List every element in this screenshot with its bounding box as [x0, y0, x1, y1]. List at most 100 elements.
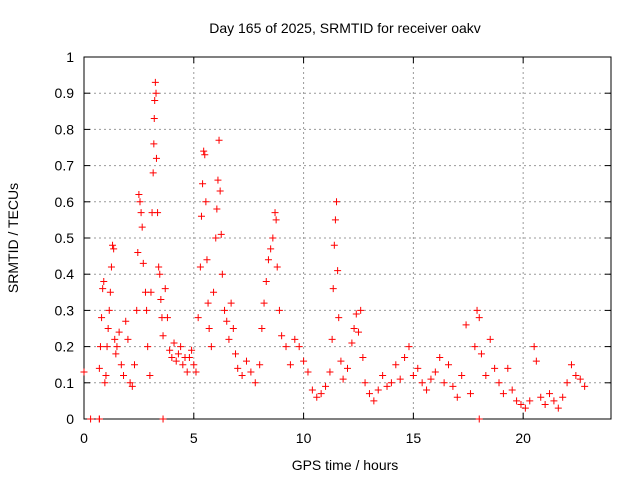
data-point: [218, 270, 226, 278]
data-point: [155, 263, 163, 271]
data-point: [521, 404, 529, 412]
data-point: [131, 361, 139, 369]
y-tick-label: 0.3: [55, 302, 75, 318]
y-tick-label: 0.5: [55, 230, 75, 246]
data-point: [197, 212, 205, 220]
x-tick-label: 20: [515, 430, 531, 446]
data-point: [172, 357, 180, 365]
data-point: [113, 343, 121, 351]
data-point: [333, 198, 341, 206]
data-point: [152, 154, 160, 162]
data-point: [120, 372, 128, 380]
data-point: [272, 216, 280, 224]
data-point: [124, 335, 132, 343]
data-point: [541, 401, 549, 409]
data-point: [576, 375, 584, 383]
data-point: [559, 393, 567, 401]
data-point: [357, 306, 365, 314]
data-point: [150, 115, 158, 123]
data-point: [204, 299, 212, 307]
data-point: [462, 321, 470, 329]
data-point: [546, 390, 554, 398]
data-point: [96, 343, 104, 351]
data-point: [190, 361, 198, 369]
data-point: [102, 372, 110, 380]
data-point: [477, 350, 485, 358]
data-point: [278, 332, 286, 340]
data-point: [475, 415, 483, 423]
data-point: [567, 361, 575, 369]
y-axis-label: SRMTID / TECUs: [5, 183, 21, 293]
x-tick-label: 5: [190, 430, 198, 446]
data-point: [273, 263, 281, 271]
data-point: [423, 386, 431, 394]
data-point: [122, 317, 130, 325]
data-point: [185, 353, 193, 361]
data-point: [271, 209, 279, 217]
data-point: [196, 263, 204, 271]
data-point: [225, 335, 233, 343]
data-point: [530, 343, 538, 351]
data-point: [344, 364, 351, 372]
data-point: [128, 382, 136, 390]
data-point: [262, 277, 270, 285]
data-point: [201, 151, 209, 159]
data-point: [146, 372, 154, 380]
data-point: [335, 314, 343, 322]
data-point: [256, 361, 264, 369]
data-point: [354, 328, 362, 336]
data-point: [212, 234, 220, 242]
data-point: [115, 328, 123, 336]
data-point: [322, 382, 330, 390]
data-point: [537, 393, 545, 401]
data-point: [221, 306, 229, 314]
chart-title: Day 165 of 2025, SRMTID for receiver oak…: [209, 20, 481, 36]
y-tick-label: 0.9: [55, 85, 75, 101]
data-point: [361, 379, 369, 387]
data-point: [526, 397, 534, 405]
data-point: [168, 353, 176, 361]
data-point: [563, 379, 571, 387]
data-point: [449, 382, 457, 390]
data-point: [154, 209, 162, 217]
data-point: [370, 397, 378, 405]
data-point: [151, 96, 159, 104]
ticks-layer: 00.10.20.30.40.50.60.70.80.910 5 10 15 20: [55, 49, 611, 446]
data-point: [572, 372, 580, 380]
data-point: [159, 332, 167, 340]
data-point: [326, 368, 334, 376]
data-point: [331, 216, 339, 224]
data-point: [174, 350, 182, 358]
x-tick-label: 10: [296, 430, 312, 446]
data-point: [471, 343, 479, 351]
y-tick-label: 0.1: [55, 375, 75, 391]
data-point: [192, 368, 200, 376]
data-point: [334, 267, 342, 275]
y-tick-label: 1: [66, 49, 74, 65]
data-point: [157, 296, 165, 304]
data-point: [401, 353, 409, 361]
data-point: [387, 379, 395, 387]
data-point: [409, 372, 417, 380]
data-point: [144, 343, 152, 351]
data-point: [445, 361, 453, 369]
data-point: [286, 361, 294, 369]
data-point: [436, 353, 444, 361]
data-point: [215, 136, 223, 144]
data-point: [227, 299, 235, 307]
data-point: [392, 361, 400, 369]
data-point: [229, 325, 237, 332]
data-point: [147, 288, 155, 296]
data-point: [214, 176, 222, 184]
data-point: [517, 401, 525, 409]
data-point: [486, 335, 494, 343]
y-tick-label: 0.4: [55, 266, 75, 282]
data-point: [194, 314, 202, 322]
data-point: [513, 397, 521, 405]
data-point: [103, 343, 111, 351]
data-point: [87, 415, 95, 423]
data-point: [313, 393, 321, 401]
data-point: [199, 180, 207, 188]
data-point: [133, 306, 141, 314]
